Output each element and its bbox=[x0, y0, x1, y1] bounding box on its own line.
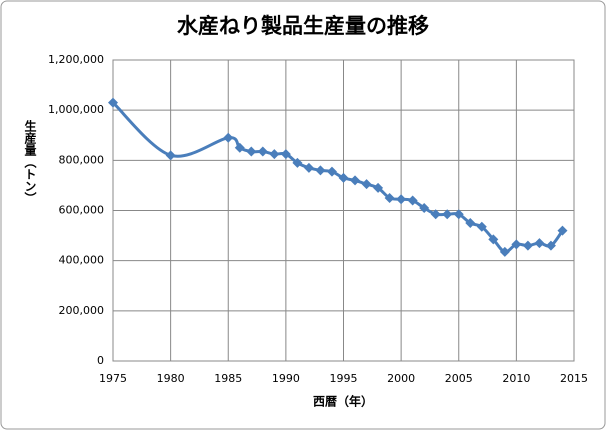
marker bbox=[384, 192, 395, 203]
marker bbox=[165, 150, 176, 161]
y-tick-label: 400,000 bbox=[59, 254, 105, 267]
x-tick-label: 2015 bbox=[560, 372, 588, 385]
marker bbox=[350, 175, 361, 186]
y-tick-label: 200,000 bbox=[59, 304, 105, 317]
marker bbox=[257, 146, 268, 157]
marker bbox=[430, 209, 441, 220]
marker bbox=[292, 157, 303, 168]
marker bbox=[442, 209, 453, 220]
marker bbox=[234, 142, 245, 153]
x-axis-label: 西暦（年） bbox=[313, 394, 373, 409]
marker bbox=[326, 166, 337, 177]
x-tick-label: 2010 bbox=[502, 372, 530, 385]
marker bbox=[545, 240, 556, 251]
marker bbox=[476, 221, 487, 232]
marker bbox=[465, 218, 476, 229]
x-tick-label: 1995 bbox=[330, 372, 358, 385]
marker bbox=[269, 149, 280, 160]
marker bbox=[407, 195, 418, 206]
y-tick-label: 1,000,000 bbox=[48, 103, 104, 116]
marker bbox=[511, 239, 522, 250]
x-tick-label: 1990 bbox=[272, 372, 300, 385]
x-tick-label: 1985 bbox=[214, 372, 242, 385]
marker bbox=[108, 97, 118, 108]
marker bbox=[373, 182, 384, 193]
marker bbox=[280, 149, 291, 160]
marker bbox=[419, 202, 430, 213]
x-tick-label: 1975 bbox=[99, 372, 127, 385]
marker bbox=[453, 209, 464, 220]
y-tick-label: 0 bbox=[97, 354, 104, 367]
x-tick-label: 1980 bbox=[157, 372, 185, 385]
marker bbox=[223, 132, 234, 143]
marker bbox=[499, 246, 510, 257]
marker bbox=[534, 238, 545, 249]
marker bbox=[396, 194, 407, 205]
chart-title: 水産ねり製品生産量の推移 bbox=[177, 14, 429, 38]
y-tick-label: 800,000 bbox=[59, 153, 105, 166]
marker bbox=[315, 165, 326, 176]
y-axis-label: 生産量（トン） bbox=[23, 119, 37, 204]
marker bbox=[488, 234, 499, 245]
marker bbox=[338, 172, 349, 183]
x-tick-label: 2005 bbox=[445, 372, 473, 385]
marker bbox=[246, 146, 257, 157]
y-tick-label: 1,200,000 bbox=[48, 53, 104, 66]
y-tick-label: 600,000 bbox=[59, 204, 105, 217]
marker bbox=[361, 179, 372, 190]
marker bbox=[557, 225, 568, 236]
marker bbox=[303, 162, 314, 173]
marker bbox=[522, 240, 533, 251]
x-tick-label: 2000 bbox=[387, 372, 415, 385]
